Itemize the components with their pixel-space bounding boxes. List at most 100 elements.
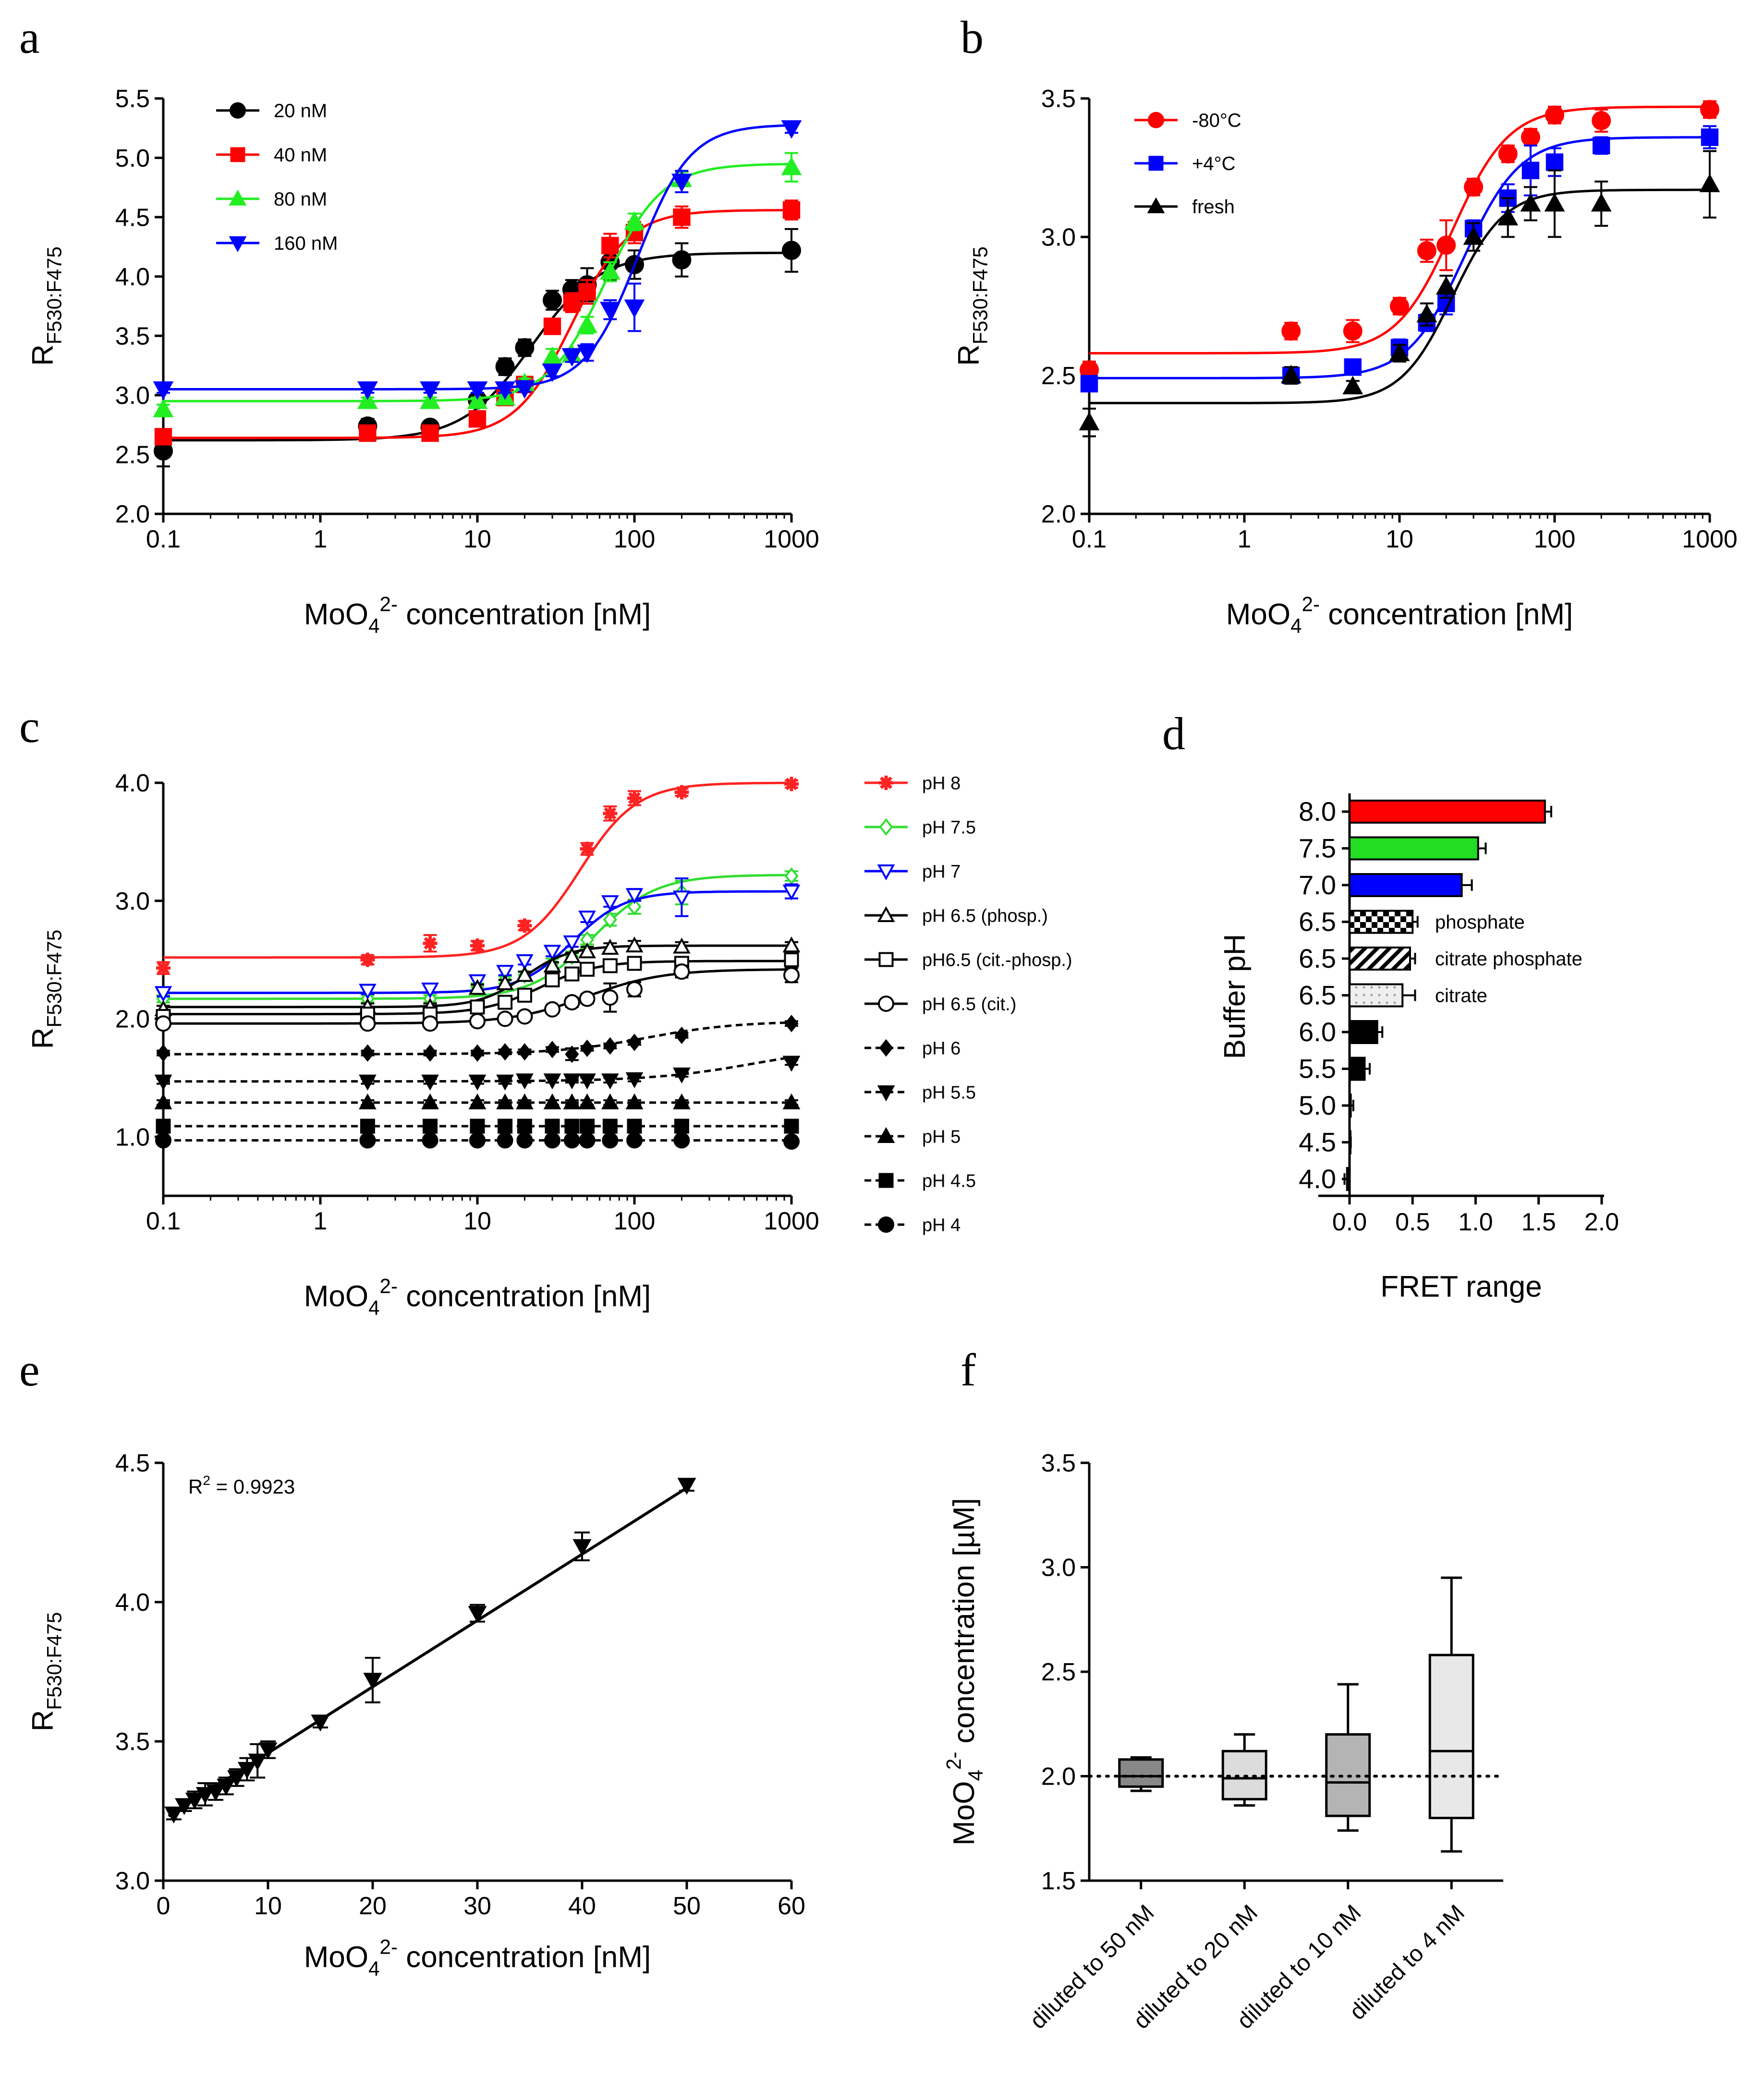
label-main: MoO	[948, 1781, 981, 1846]
data-point	[156, 1044, 170, 1062]
x-tick-label: 1000	[764, 1207, 819, 1235]
data-point	[784, 1118, 799, 1134]
y-tick-label: 2.0	[1041, 500, 1076, 528]
legend-label: pH 6	[922, 1038, 961, 1058]
legend-label: +4°C	[1192, 153, 1236, 174]
y-tick-label: 1.0	[115, 1123, 150, 1151]
data-point	[467, 381, 488, 400]
panel-e: 3.0 3.5 4.0 4.5 0 10 20 30 40 50 60 MoO42- concentr…	[26, 1449, 805, 1980]
bar-annotation: citrate phosphate	[1435, 948, 1582, 970]
data-point	[516, 954, 534, 971]
data-point	[517, 1118, 532, 1134]
data-point	[561, 348, 583, 367]
x-tick-label: 1000	[764, 525, 819, 553]
label-rest: concentration [nM]	[398, 1280, 651, 1313]
data-point	[783, 967, 800, 984]
series-pH-5	[154, 1093, 801, 1109]
data-point	[516, 966, 534, 982]
x-tick-label: 1.0	[1458, 1208, 1493, 1236]
data-point	[1280, 365, 1302, 384]
data-point	[195, 1787, 215, 1804]
x-axis-title: FRET range	[1380, 1270, 1542, 1303]
y-tick-label: 4.0	[115, 1589, 150, 1617]
asterisk-stroke	[785, 778, 798, 790]
data-point	[469, 1132, 486, 1149]
data-point	[783, 1133, 800, 1150]
asterisk-stroke	[879, 776, 893, 790]
data-point	[1520, 193, 1541, 212]
data-point	[545, 972, 560, 987]
data-point	[154, 428, 172, 446]
data-point	[545, 1041, 560, 1058]
data-point	[516, 1132, 533, 1149]
data-point	[360, 1044, 375, 1062]
y-axis-title: RF530:F475	[26, 930, 65, 1049]
y-tick-label: 3.0	[115, 1867, 150, 1895]
data-point	[156, 1118, 171, 1134]
data-point	[578, 1073, 596, 1090]
data-point	[1592, 111, 1611, 131]
fit-curve	[163, 124, 792, 390]
x-tick-label: 0.1	[146, 525, 181, 553]
data-point	[156, 960, 170, 975]
data-point	[602, 989, 619, 1006]
legend-marker	[229, 236, 247, 253]
bar-annotation: phosphate	[1435, 912, 1525, 933]
y-tick-label: 2.0	[1041, 1763, 1076, 1791]
data-point	[155, 1132, 171, 1149]
data-point	[627, 1118, 642, 1134]
y-tick-label: 3.0	[1041, 1554, 1076, 1582]
data-point	[470, 938, 485, 953]
x-tick-label: 40	[568, 1892, 596, 1920]
data-point	[357, 390, 378, 409]
data-point	[497, 1132, 513, 1149]
y-tick-label: 6.5	[1299, 907, 1336, 937]
data-point	[578, 283, 596, 301]
data-point	[1545, 153, 1564, 171]
r-squared-annotation: R2 = 0.9923	[188, 1473, 295, 1498]
panel-f: 1.5 2.0 2.5 3.0 3.5 MoO42- concentration [µM]…	[943, 1449, 1505, 2034]
label-sub: 4	[368, 1296, 379, 1319]
data-point	[516, 1093, 534, 1109]
data-point	[603, 911, 617, 929]
data-point	[543, 317, 561, 335]
panel-letter-b: b	[961, 12, 984, 63]
data-point	[514, 380, 535, 399]
data-point	[467, 390, 488, 409]
x-tick-label: 0.1	[1072, 525, 1107, 553]
bar	[1349, 873, 1463, 897]
legend-label: pH 6.5 (cit.)	[922, 994, 1016, 1014]
legend-marker	[1147, 197, 1165, 213]
legend-marker	[229, 189, 247, 206]
data-point	[782, 885, 801, 901]
data-point	[674, 1118, 689, 1134]
y-tick-label: 3.5	[115, 322, 150, 350]
label-sup: 2-	[380, 1936, 398, 1958]
data-point	[671, 173, 692, 193]
data-point	[673, 937, 691, 954]
data-point	[580, 1118, 595, 1134]
data-point	[625, 936, 644, 953]
x-tick-label: 1	[314, 1207, 328, 1235]
y-tick-label: 4.0	[115, 263, 150, 291]
data-point	[602, 1132, 619, 1149]
data-point	[599, 261, 620, 280]
data-point	[627, 1033, 642, 1051]
data-point	[673, 1093, 691, 1109]
label-sup: 2-	[380, 1275, 398, 1298]
legend-marker	[878, 996, 894, 1012]
label-sub: F530:F475	[43, 246, 65, 344]
asterisk-stroke	[471, 939, 484, 952]
y-tick-label: 5.0	[115, 145, 150, 172]
y-tick-label: 4.5	[115, 1449, 150, 1477]
label-main: MoO	[304, 1280, 368, 1313]
y-tick-label: 2.5	[1041, 362, 1076, 390]
data-point	[496, 974, 514, 990]
legend-marker	[878, 1216, 894, 1233]
data-point	[782, 1093, 801, 1109]
data-point	[360, 952, 375, 967]
legend-marker	[877, 906, 895, 922]
data-point	[420, 390, 440, 409]
data-point	[237, 1762, 256, 1779]
